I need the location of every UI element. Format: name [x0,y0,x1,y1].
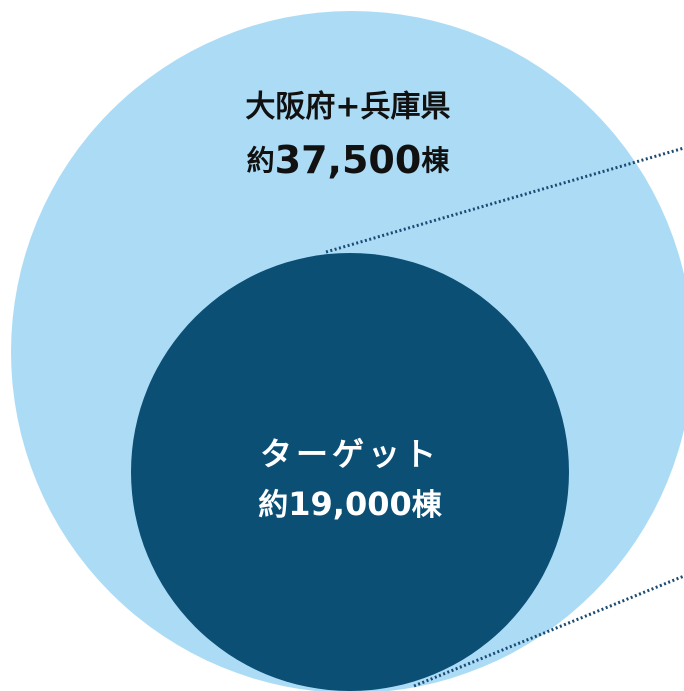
outer-value: 約37,500棟 [247,138,451,182]
outer-number: 37,500 [275,138,422,182]
inner-value: 約19,000棟 [258,485,442,523]
outer-label: 大阪府+兵庫県 [245,90,450,125]
connector-line [413,574,684,688]
inner-number: 19,000 [288,485,411,523]
inner-circle [131,253,569,691]
outer-unit: 棟 [421,144,450,177]
inner-label: ターゲット [260,435,440,473]
outer-prefix: 約 [247,144,275,177]
connector-line [325,146,684,254]
inner-prefix: 約 [258,488,288,523]
inner-unit: 棟 [412,488,443,523]
